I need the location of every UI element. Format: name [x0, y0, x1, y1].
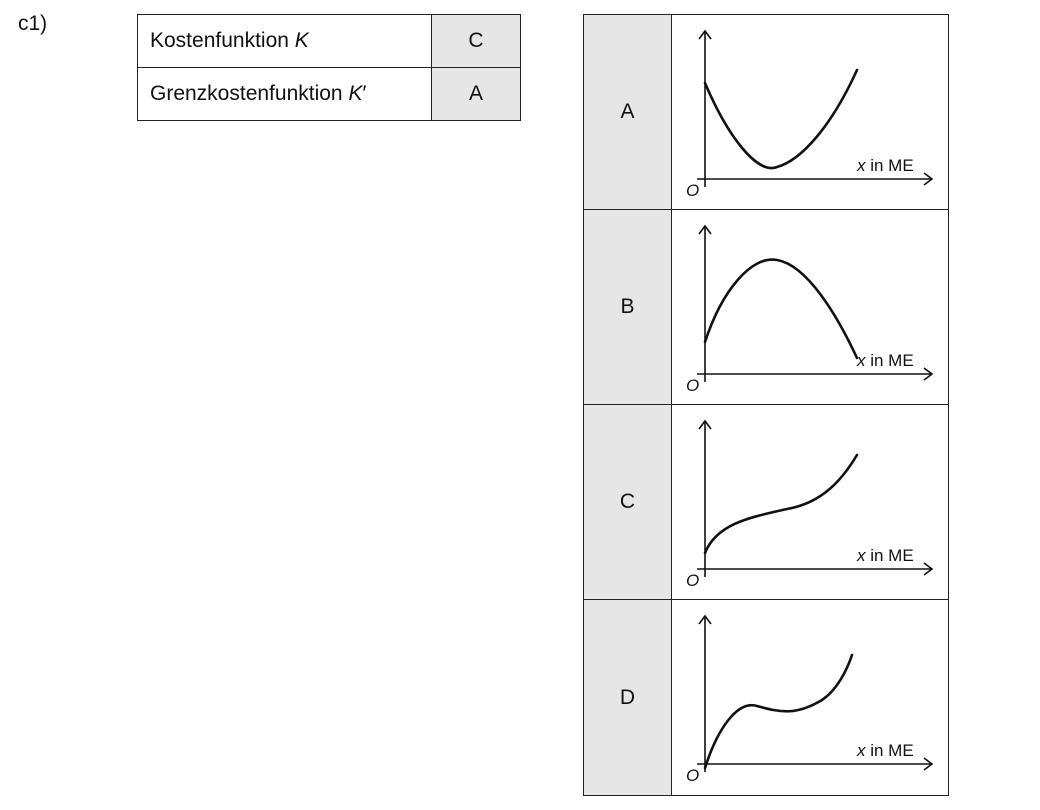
x-axis-label: x in ME	[856, 741, 914, 760]
matching-name-text: Kostenfunktion	[150, 29, 289, 52]
task-label: c1)	[18, 12, 48, 35]
graph-c-plot: x in ME O	[686, 419, 934, 590]
origin-label: O	[686, 181, 699, 200]
matching-prime: ′	[362, 82, 367, 105]
y-axis-arrowhead	[698, 614, 712, 625]
graph-curve	[703, 68, 859, 170]
y-axis-arrowhead	[698, 224, 712, 235]
matching-var: K	[348, 82, 363, 105]
matching-name-text: Grenzkostenfunktion	[150, 82, 343, 105]
graph-a-plot: x in ME O	[686, 29, 934, 200]
x-axis-arrowhead	[923, 367, 934, 381]
graph-row-b: B x in ME O	[584, 210, 948, 405]
matching-answer[interactable]: A	[431, 67, 521, 121]
graph-curve	[703, 258, 859, 360]
y-axis-arrowhead	[698, 419, 712, 430]
graph-cell: x in ME O	[672, 15, 948, 209]
x-axis-label: x in ME	[856, 546, 914, 565]
graph-cell: x in ME O	[672, 405, 948, 599]
graph-row-d: D x in ME O	[584, 600, 948, 795]
matching-row: Kostenfunktion K C	[137, 14, 521, 68]
y-axis-arrowhead	[698, 29, 712, 40]
graph-curve	[703, 453, 859, 555]
x-axis-label: x in ME	[856, 156, 914, 175]
graph-letter: C	[584, 405, 672, 599]
graph-letter: D	[584, 600, 672, 795]
graph-row-c: C x in ME O	[584, 405, 948, 600]
graph-letter: B	[584, 210, 672, 404]
origin-label: O	[686, 766, 699, 785]
graph-letter: A	[584, 15, 672, 209]
matching-answer[interactable]: C	[431, 14, 521, 68]
graph-d-plot: x in ME O	[686, 614, 934, 785]
graph-cell: x in ME O	[672, 600, 948, 795]
matching-var: K	[294, 29, 309, 52]
x-axis-arrowhead	[923, 757, 934, 771]
origin-label: O	[686, 376, 699, 395]
matching-row: Grenzkostenfunktion K′ A	[137, 67, 521, 121]
matching-name-cell: Kostenfunktion K	[137, 14, 432, 68]
graph-curve	[703, 653, 854, 770]
matching-table: Kostenfunktion K C Grenzkostenfunktion K…	[137, 14, 521, 121]
x-axis-arrowhead	[923, 562, 934, 576]
graph-b-plot: x in ME O	[686, 224, 934, 395]
graph-cell: x in ME O	[672, 210, 948, 404]
origin-label: O	[686, 571, 699, 590]
x-axis-arrowhead	[923, 172, 934, 186]
graph-options-table: A x in ME O B x in ME O C x in ME O D x in …	[583, 14, 949, 796]
graph-row-a: A x in ME O	[584, 15, 948, 210]
matching-name-cell: Grenzkostenfunktion K′	[137, 67, 432, 121]
x-axis-label: x in ME	[856, 351, 914, 370]
